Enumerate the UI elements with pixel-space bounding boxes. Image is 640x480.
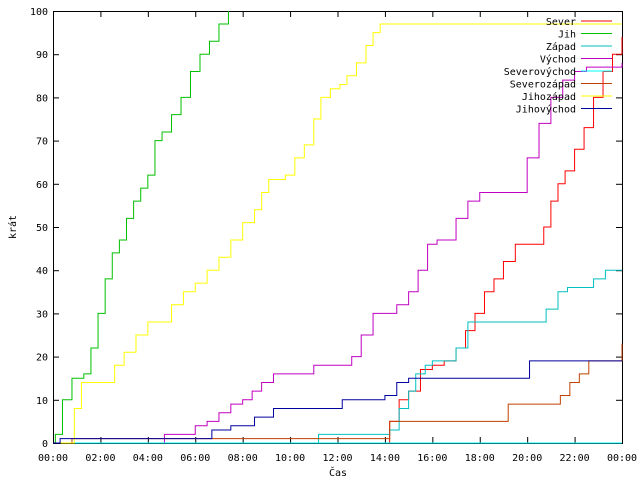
legend-label: Západ — [546, 41, 576, 53]
x-tick-label: 22:00 — [560, 453, 590, 464]
series-line — [53, 11, 229, 444]
x-tick-label: 16:00 — [417, 453, 447, 464]
x-tick-label: 04:00 — [133, 453, 163, 464]
x-tick-label: 02:00 — [85, 453, 115, 464]
y-tick-label: 90 — [36, 50, 48, 61]
series-line — [53, 343, 623, 444]
series-group — [53, 11, 623, 444]
y-axis-title: krát — [7, 215, 19, 239]
series-line — [53, 360, 622, 444]
x-tick-label: 20:00 — [512, 453, 542, 464]
y-tick-label: 100 — [30, 7, 48, 18]
series-line — [53, 36, 623, 444]
x-tick-label: 18:00 — [465, 453, 495, 464]
legend-label: Východ — [540, 54, 576, 66]
x-tick-label: 08:00 — [228, 453, 258, 464]
x-tick-label: 00:00 — [607, 453, 637, 464]
x-tick-label: 10:00 — [275, 453, 305, 464]
legend-label: Severozápad — [510, 79, 576, 91]
y-tick-label: 0 — [42, 439, 48, 450]
legend-label: Severovýchod — [504, 66, 576, 78]
y-tick-label: 20 — [36, 353, 48, 364]
y-tick-label: 60 — [36, 180, 48, 191]
legend: Sever JihZápadVýchodSeverovýchodSeverozáp… — [504, 17, 612, 116]
x-tick-label: 00:00 — [38, 453, 68, 464]
x-axis-title: Čas — [329, 466, 347, 479]
legend-label: Jihovýchod — [516, 104, 576, 116]
y-tick-label: 50 — [36, 223, 48, 234]
legend-label: Jihozápad — [522, 91, 576, 103]
legend-label: Jih — [558, 30, 576, 41]
x-tick-label: 12:00 — [322, 453, 352, 464]
series-line — [53, 269, 622, 444]
x-tick-label: 06:00 — [180, 453, 210, 464]
y-tick-label: 30 — [36, 309, 48, 320]
series-line — [53, 23, 622, 444]
y-tick-label: 40 — [36, 266, 48, 277]
y-tick-label: 80 — [36, 93, 48, 104]
x-axis: 00:00 02:00 04:00 06:00 08:00 10:00 12:00 14:00… — [38, 11, 637, 464]
y-tick-label: 10 — [36, 396, 48, 407]
y-tick-label: 70 — [36, 137, 48, 148]
x-tick-label: 14:00 — [370, 453, 400, 464]
series-line — [53, 62, 623, 444]
legend-label: Sever — [546, 17, 576, 28]
